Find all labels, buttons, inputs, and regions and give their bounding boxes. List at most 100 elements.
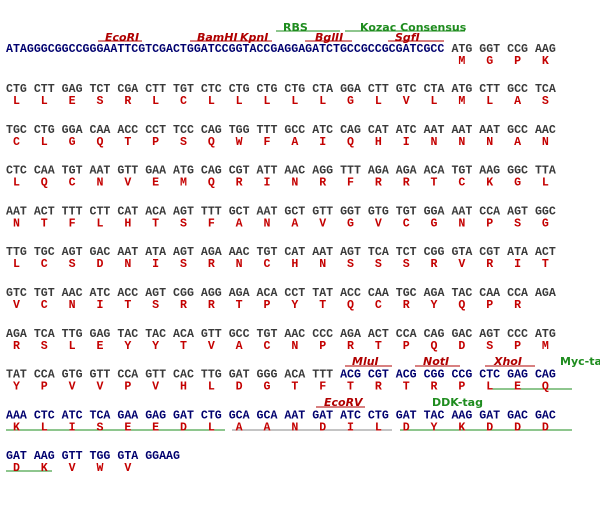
codon: AGA [535,287,556,300]
amino-acid: D [96,258,103,271]
amino-acid: C [264,258,271,271]
codon: TAC [145,328,166,341]
amino-acid: N [13,217,20,230]
codon: AAT [451,205,472,218]
amino-acid: E [152,421,159,434]
amino-acid: L [542,177,549,190]
amino-acid: Q [208,136,215,149]
codon: ACT [368,328,389,341]
amino-acid: T [403,381,410,394]
amino-acid: T [124,299,131,312]
codon: TGC [6,124,27,137]
amino-acid: P [264,299,271,312]
codon: CTA [424,83,445,96]
amino-acid: V [208,340,215,353]
feature-label: BamHI [197,31,238,44]
codon: CTC [34,409,55,422]
amino-acid: S [41,340,48,353]
codon: GTT [145,369,166,382]
codon: GTC [396,83,417,96]
codon: CAC [173,369,194,382]
amino-acid: S [180,258,187,271]
codon: TTG [201,369,222,382]
amino-acid: E [96,340,103,353]
codon: CTG [368,409,389,422]
codon: CTG [257,83,278,96]
codon: GAA [145,165,166,178]
amino-acid: M [180,177,187,190]
feature-label: RBS [283,21,308,34]
codon: GAC [507,409,528,422]
codon: AAG [479,165,500,178]
codon: GAG [145,409,166,422]
codon: TGC [396,287,417,300]
codon: TGT [451,165,472,178]
amino-acid: T [41,217,48,230]
amino-acid: D [319,421,326,434]
amino-acid: L [208,421,215,434]
codon: GAA [117,409,138,422]
codon: CTT [145,83,166,96]
codon: ATC [396,124,417,137]
codon: TGT [62,165,83,178]
amino-acid: T [291,381,298,394]
codon: AAC [62,287,83,300]
amino-acid: S [375,258,382,271]
amino-acid: H [180,381,187,394]
codon: TCT [396,246,417,259]
codon: CCA [396,328,417,341]
amino-acid: Y [152,340,159,353]
codon: GGA [424,205,445,218]
codon: GAT [173,409,194,422]
feature-label: Kozac Consensus [360,21,467,34]
codon: CTA [312,83,333,96]
amino-acid: D [486,421,493,434]
codon: CTG [34,124,55,137]
amino-acid: P [124,381,131,394]
codon: AAA [6,409,27,422]
codon: AAT [90,165,111,178]
codon: AGG [312,165,333,178]
amino-acid: F [208,217,215,230]
codon: TCA [535,83,556,96]
amino-acid: G [514,177,521,190]
amino-acid: C [403,217,410,230]
codon: CAA [90,124,111,137]
codon: AAT [451,124,472,137]
feature-label: DDK-tag [432,396,483,409]
amino-acid: I [403,136,410,149]
amino-acid: K [41,462,48,475]
amino-acid: L [486,95,493,108]
codon: AAT [424,124,445,137]
codon: GAT [312,409,333,422]
codon: TAT [6,369,27,382]
amino-acid: S [514,217,521,230]
codon: CTT [368,83,389,96]
codon: AGG [201,287,222,300]
codon: TTT [312,369,333,382]
amino-acid: V [319,217,326,230]
amino-acid: Q [458,299,465,312]
amino-acid: L [41,95,48,108]
codon: AGT [173,205,194,218]
codon: ACT [535,246,556,259]
codon: GTC [6,287,27,300]
amino-acid: A [291,217,298,230]
codon: AGA [6,328,27,341]
amino-acid: K [486,177,493,190]
amino-acid: G [347,95,354,108]
amino-acid: E [152,177,159,190]
codon: ATC [312,124,333,137]
amino-acid: V [375,217,382,230]
amino-acid: R [236,177,243,190]
amino-acid: R [13,340,20,353]
amino-acid: L [96,217,103,230]
codon: ACA [284,369,305,382]
amino-acid: T [180,340,187,353]
amino-acid: R [514,299,521,312]
amino-acid: D [13,462,20,475]
codon: CCT [145,124,166,137]
amino-acid: C [41,299,48,312]
amino-acid: H [291,258,298,271]
